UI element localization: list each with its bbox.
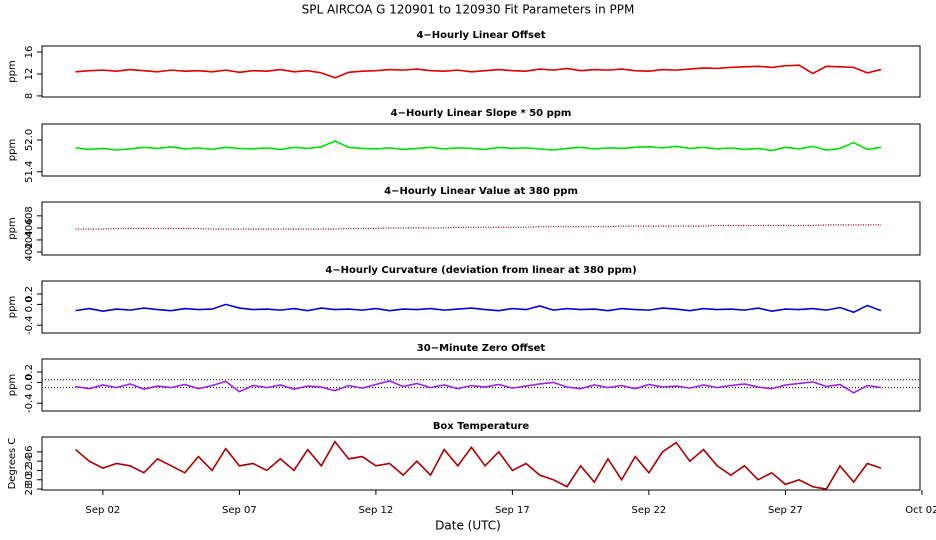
y-tick-label: -0.4 bbox=[24, 393, 35, 413]
y-tick-label: 51.4 bbox=[24, 161, 35, 183]
y-axis-label: ppm bbox=[7, 296, 18, 318]
panel-frame bbox=[41, 123, 921, 177]
y-axis-label: ppm bbox=[7, 374, 18, 396]
x-tick-label: Sep 07 bbox=[222, 505, 257, 516]
x-tick-label: Sep 22 bbox=[632, 505, 667, 516]
y-tick-label: 0.2 bbox=[24, 364, 35, 380]
y-tick-label: -0.4 bbox=[24, 315, 35, 335]
y-tick-label: 0.2 bbox=[24, 286, 35, 302]
y-axis-label: Degrees C bbox=[7, 438, 18, 490]
panel-frame bbox=[41, 280, 921, 334]
y-tick-label: 12 bbox=[24, 68, 35, 81]
y-tick-label: 28 bbox=[24, 483, 35, 496]
x-tick-label: Sep 17 bbox=[495, 505, 530, 516]
panel-title: Box Temperature bbox=[433, 421, 530, 432]
data-line bbox=[75, 224, 881, 230]
panel-title: 4−Hourly Curvature (deviation from linea… bbox=[325, 265, 636, 276]
data-line bbox=[75, 64, 882, 79]
panel-frame bbox=[41, 45, 921, 98]
y-tick-label: 402 bbox=[24, 242, 35, 261]
panel-frame bbox=[41, 358, 921, 412]
x-tick-label: Sep 02 bbox=[85, 505, 120, 516]
y-tick-label: 36 bbox=[24, 446, 35, 459]
chart-title: SPL AIRCOA G 120901 to 120930 Fit Parame… bbox=[302, 3, 635, 17]
x-tick-label: Oct 02 bbox=[905, 505, 936, 516]
y-tick-label: 30 bbox=[24, 473, 35, 486]
panel-title: 30−Minute Zero Offset bbox=[417, 343, 546, 354]
panel-title: 4−Hourly Linear Value at 380 ppm bbox=[384, 186, 578, 197]
panel-title: 4−Hourly Linear Slope * 50 ppm bbox=[391, 108, 572, 119]
y-axis-label: ppm bbox=[7, 139, 18, 161]
y-tick-label: 16 bbox=[24, 46, 35, 59]
panel-title: 4−Hourly Linear Offset bbox=[416, 30, 545, 41]
y-tick-label: 32 bbox=[24, 464, 35, 477]
y-tick-label: 52.0 bbox=[24, 129, 35, 151]
y-tick-label: 0.0 bbox=[24, 296, 35, 312]
y-axis-label: ppm bbox=[7, 217, 18, 239]
data-line bbox=[75, 440, 882, 490]
panel-frame bbox=[41, 436, 921, 491]
y-tick-label: 404 bbox=[24, 230, 35, 249]
x-axis-label: Date (UTC) bbox=[435, 519, 501, 533]
y-tick-label: 8 bbox=[24, 93, 35, 99]
y-tick-label: 406 bbox=[24, 218, 35, 237]
y-tick-label: 34 bbox=[24, 455, 35, 468]
data-line bbox=[75, 303, 882, 314]
data-line bbox=[75, 140, 882, 152]
x-tick-label: Sep 27 bbox=[768, 505, 803, 516]
panel-frame bbox=[41, 201, 921, 256]
data-line bbox=[75, 379, 882, 394]
y-tick-label: 0.0 bbox=[24, 374, 35, 390]
y-tick-label: 408 bbox=[24, 206, 35, 225]
y-axis-label: ppm bbox=[7, 60, 18, 82]
x-tick-label: Sep 12 bbox=[359, 505, 394, 516]
